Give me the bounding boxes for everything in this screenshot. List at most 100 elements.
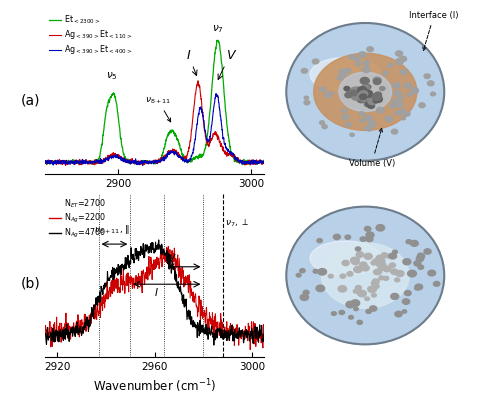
Ag$_{<390>}$Et$_{<400>}$ — [242, 161, 248, 166]
N$_{Ag}$=4700 — [66, 332, 72, 337]
Circle shape — [362, 265, 369, 271]
Circle shape — [372, 279, 379, 284]
Circle shape — [312, 59, 319, 64]
Circle shape — [322, 125, 327, 129]
Circle shape — [394, 278, 400, 282]
Circle shape — [379, 276, 384, 280]
Circle shape — [358, 88, 366, 93]
Circle shape — [383, 266, 391, 272]
Circle shape — [392, 250, 398, 254]
N$_{Ag}$=4700 — [262, 333, 268, 338]
Circle shape — [360, 119, 364, 122]
Text: $\nu_{8+11}$, $\|$: $\nu_{8+11}$, $\|$ — [94, 223, 130, 236]
Et$_{<2300>}$ — [140, 161, 146, 166]
Ag$_{<390>}$Et$_{<110>}$ — [141, 162, 147, 166]
Ag$_{<390>}$Et$_{<110>}$ — [173, 148, 179, 152]
N$_{Ag}$=2200 — [208, 319, 214, 324]
Circle shape — [347, 272, 353, 276]
Circle shape — [349, 55, 355, 59]
Ellipse shape — [286, 23, 444, 161]
Circle shape — [385, 116, 392, 122]
Ellipse shape — [286, 207, 444, 344]
Circle shape — [372, 293, 376, 297]
Circle shape — [354, 307, 358, 310]
Circle shape — [358, 94, 364, 100]
Circle shape — [368, 122, 376, 127]
Ag$_{<390>}$Et$_{<400>}$ — [213, 91, 219, 96]
Circle shape — [376, 255, 384, 261]
Circle shape — [396, 271, 404, 276]
Circle shape — [395, 311, 402, 317]
Line: Et$_{<2300>}$: Et$_{<2300>}$ — [45, 40, 264, 165]
Circle shape — [424, 74, 430, 79]
Circle shape — [364, 127, 368, 130]
Ellipse shape — [310, 57, 381, 92]
N$_{Ag}$=4700 — [99, 289, 105, 293]
Circle shape — [332, 312, 336, 315]
Et$_{<2300>}$ — [215, 38, 221, 43]
Text: V: V — [218, 49, 234, 79]
Circle shape — [348, 316, 354, 319]
Circle shape — [329, 91, 333, 95]
Et$_{<2300>}$ — [137, 160, 143, 165]
Circle shape — [376, 258, 385, 264]
Line: N$_{Ag}$=2200: N$_{Ag}$=2200 — [45, 246, 264, 350]
Circle shape — [354, 258, 359, 261]
Circle shape — [342, 260, 349, 265]
Circle shape — [320, 87, 326, 92]
Circle shape — [434, 282, 440, 286]
Circle shape — [371, 261, 376, 265]
Circle shape — [396, 58, 404, 64]
Circle shape — [356, 247, 360, 251]
Circle shape — [388, 64, 393, 67]
N$_{Ag}$=4700 — [232, 329, 238, 334]
Circle shape — [361, 96, 368, 102]
Circle shape — [341, 72, 346, 77]
Legend: Et$_{<2300>}$, Ag$_{<390>}$Et$_{<110>}$, Ag$_{<390>}$Et$_{<400>}$: Et$_{<2300>}$, Ag$_{<390>}$Et$_{<110>}$,… — [49, 14, 132, 56]
N$_{Ag}$=2200 — [99, 295, 105, 299]
Ag$_{<390>}$Et$_{<400>}$ — [145, 161, 151, 166]
Circle shape — [358, 290, 366, 297]
N$_{Ag}$=2200 — [42, 332, 48, 337]
Circle shape — [390, 269, 396, 273]
Text: I: I — [186, 49, 197, 75]
Circle shape — [382, 253, 387, 257]
Ag$_{<390>}$Et$_{<110>}$ — [242, 162, 248, 166]
Circle shape — [344, 68, 351, 73]
Circle shape — [364, 253, 372, 260]
N$_{Ag}$=4700 — [208, 331, 214, 335]
Circle shape — [358, 52, 366, 57]
Circle shape — [350, 90, 357, 96]
Ag$_{<390>}$Et$_{<400>}$ — [262, 160, 268, 165]
Circle shape — [301, 68, 308, 73]
Circle shape — [394, 91, 401, 96]
Ag$_{<390>}$Et$_{<110>}$ — [145, 159, 151, 164]
Ag$_{<390>}$Et$_{<400>}$ — [141, 160, 147, 165]
Et$_{<2300>}$ — [42, 160, 48, 165]
Circle shape — [352, 259, 359, 265]
Circle shape — [339, 70, 344, 73]
Circle shape — [296, 273, 301, 277]
Circle shape — [424, 249, 431, 254]
Circle shape — [345, 235, 350, 239]
Circle shape — [351, 300, 360, 306]
Circle shape — [380, 262, 386, 267]
Circle shape — [317, 239, 322, 243]
Circle shape — [356, 63, 360, 66]
Circle shape — [390, 293, 399, 299]
Circle shape — [368, 286, 374, 290]
Circle shape — [402, 117, 406, 120]
N$_{Ag}$=4700 — [198, 329, 204, 334]
Circle shape — [397, 96, 404, 100]
Circle shape — [352, 94, 360, 100]
Circle shape — [410, 241, 418, 246]
Text: Volume (V): Volume (V) — [348, 128, 395, 167]
Circle shape — [374, 79, 380, 85]
Circle shape — [339, 72, 392, 111]
Circle shape — [359, 91, 368, 97]
Et$_{<2300>}$ — [145, 161, 151, 166]
Circle shape — [376, 225, 384, 231]
Circle shape — [355, 88, 364, 94]
Circle shape — [338, 286, 346, 292]
Ag$_{<390>}$Et$_{<110>}$ — [62, 163, 68, 168]
